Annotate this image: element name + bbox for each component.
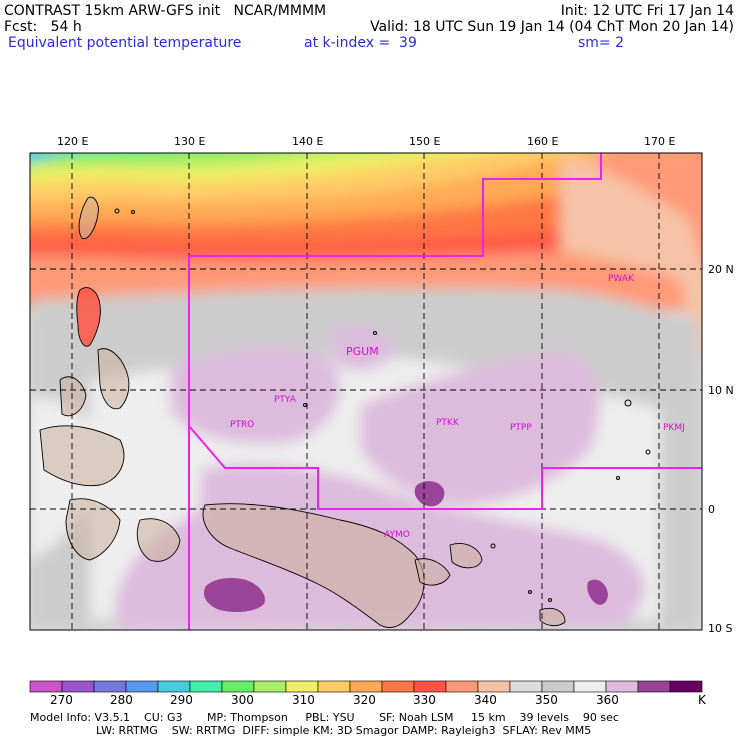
colorbar-swatch (29, 680, 63, 693)
colorbar-swatch (637, 680, 671, 693)
station-label: PWAK (608, 274, 635, 284)
lat-label-20n: 20 N (708, 263, 734, 276)
smoothing-label: sm= 2 (578, 35, 625, 51)
colorbar-label: 310 (292, 693, 315, 707)
colorbar-label: 350 (535, 693, 558, 707)
colorbar-label: 280 (110, 693, 133, 707)
lon-label-150e: 150 E (409, 135, 441, 148)
colorbar-swatch (349, 680, 383, 693)
colorbar-label: 330 (413, 693, 436, 707)
colorbar-swatch (605, 680, 639, 693)
station-label: PTKK (436, 418, 460, 428)
colorbar-swatch (317, 680, 351, 693)
lon-label-170e: 170 E (644, 135, 676, 148)
domain-outline-north (188, 153, 602, 426)
lat-label-eq: 0 (708, 503, 715, 516)
colorbar-swatch (125, 680, 159, 693)
colorbar-label: 270 (50, 693, 73, 707)
station-label: PKMJ (663, 423, 685, 433)
colorbar-unit: K (698, 693, 706, 707)
colorbar-swatch (285, 680, 319, 693)
colorbar-label: 360 (596, 693, 619, 707)
model-info-line1: Model Info: V3.5.1 CU: G3 MP: Thompson P… (30, 711, 619, 724)
colorbar (29, 680, 703, 693)
colorbar-swatch (381, 680, 415, 693)
station-label: PTPP (510, 423, 532, 433)
model-title: CONTRAST 15km ARW-GFS init NCAR/MMMM (4, 3, 327, 19)
colorbar-label: 290 (170, 693, 193, 707)
map-frame (29, 152, 703, 631)
station-label: PTYA (274, 395, 297, 405)
colorbar-label: 320 (353, 693, 376, 707)
lat-label-10s: 10 S (708, 622, 733, 635)
domain-outline-south (188, 423, 702, 630)
lon-label-160e: 160 E (527, 135, 559, 148)
colorbar-swatch (93, 680, 127, 693)
colorbar-swatch (61, 680, 95, 693)
colorbar-swatch (157, 680, 191, 693)
station-label: AYMO (384, 530, 410, 540)
level-label: at k-index = 39 (304, 35, 417, 51)
colorbar-swatch (541, 680, 575, 693)
valid-time: Valid: 18 UTC Sun 19 Jan 14 (04 ChT Mon … (370, 19, 734, 35)
colorbar-swatch (445, 680, 479, 693)
lon-label-120e: 120 E (57, 135, 89, 148)
colorbar-swatch (413, 680, 447, 693)
theta-e-field: PWAK PGUM PTYA PTRO PTKK PTPP PKMJ AYMO (30, 153, 702, 630)
colorbar-swatch (477, 680, 511, 693)
land-outlines (39, 196, 566, 628)
model-info-line2: LW: RRTMG SW: RRTMG DIFF: simple KM: 3D … (96, 724, 592, 737)
colorbar-swatch (253, 680, 287, 693)
colorbar-swatch (509, 680, 543, 693)
lon-label-140e: 140 E (292, 135, 324, 148)
colorbar-swatch (669, 680, 703, 693)
colorbar-swatch (189, 680, 223, 693)
colorbar-swatch (221, 680, 255, 693)
init-time: Init: 12 UTC Fri 17 Jan 14 (560, 3, 734, 19)
field-name: Equivalent potential temperature (8, 35, 242, 51)
lon-label-130e: 130 E (174, 135, 206, 148)
station-label: PGUM (346, 345, 379, 358)
station-label: PTRO (230, 420, 254, 430)
colorbar-label: 300 (231, 693, 254, 707)
forecast-hour: Fcst: 54 h (4, 19, 82, 35)
colorbar-swatch (573, 680, 607, 693)
colorbar-label: 340 (474, 693, 497, 707)
lat-label-10n: 10 N (708, 384, 734, 397)
small-islands (114, 208, 651, 602)
